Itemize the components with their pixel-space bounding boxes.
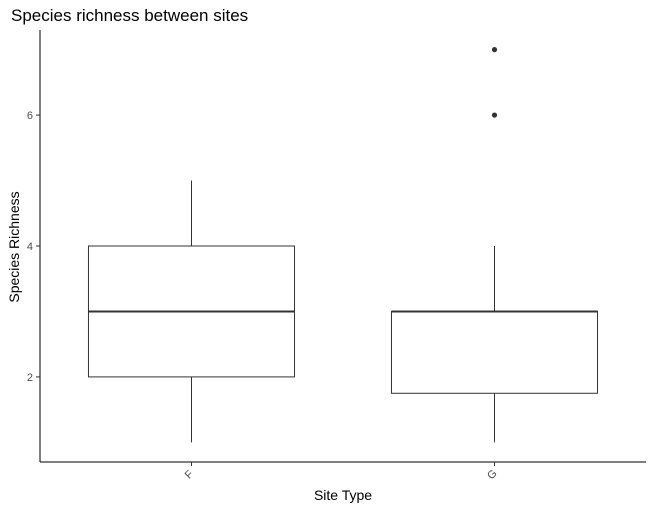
box-group-f bbox=[87, 180, 296, 443]
x-tick-label-f: F bbox=[183, 468, 196, 481]
y-tick-label-6: 6 bbox=[27, 110, 33, 122]
outlier-point-g-1 bbox=[491, 47, 498, 53]
axes-layer: 2 4 6 F G bbox=[27, 30, 646, 482]
chart-title: Species richness between sites bbox=[11, 6, 249, 25]
x-tick-label-g: G bbox=[485, 468, 500, 483]
box-group-g bbox=[390, 47, 599, 443]
y-axis-title: Species Richness bbox=[6, 191, 22, 302]
x-axis-title: Site Type bbox=[314, 487, 372, 503]
outlier-point-g-0 bbox=[491, 112, 498, 118]
y-tick-label-4: 4 bbox=[27, 241, 33, 253]
boxes-layer bbox=[87, 47, 599, 443]
y-tick-label-2: 2 bbox=[27, 372, 33, 384]
box-g bbox=[390, 310, 599, 394]
